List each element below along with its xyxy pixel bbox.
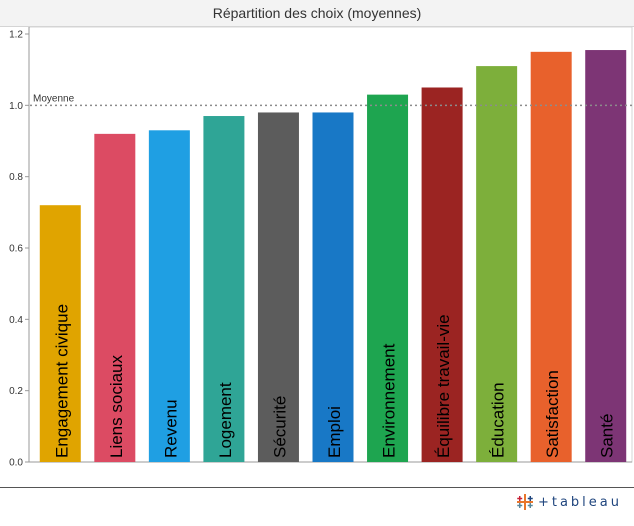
bars [39, 50, 627, 463]
bar-label: Liens sociaux [107, 354, 126, 458]
bar[interactable] [203, 116, 245, 463]
bar-label: Santé [598, 414, 617, 458]
footer-divider [0, 487, 634, 488]
y-tick-label: 0.8 [9, 172, 23, 183]
y-tick-label: 0.0 [9, 458, 23, 469]
bar[interactable] [421, 87, 463, 463]
tableau-logo-text: +tableau [537, 494, 622, 510]
y-tick-label: 0.4 [9, 315, 23, 326]
bar-label: Équilibre travail-vie [434, 314, 453, 458]
bar-label: Sécurité [270, 396, 289, 458]
bar-label: Satisfaction [543, 370, 562, 458]
tableau-logo[interactable]: +tableau [516, 491, 622, 513]
bar[interactable] [476, 66, 518, 462]
y-tick-label: 1.0 [9, 101, 23, 112]
bar[interactable] [257, 112, 299, 462]
y-tick-label: 0.6 [9, 243, 23, 254]
bar[interactable] [94, 133, 136, 463]
bar-chart: 0.0 0.2 0.4 0.6 0.8 1.0 1.2 Engagement civique… [9, 26, 633, 469]
bar-label: Engagement civique [52, 304, 71, 458]
bar[interactable] [312, 112, 354, 462]
bar-label: Environnement [380, 343, 399, 458]
bar[interactable] [367, 94, 409, 463]
bar-label: Logement [216, 382, 235, 458]
y-tick-label: 1.2 [9, 29, 23, 40]
bar-label: Éducation [489, 382, 508, 458]
bar-label: Emploi [325, 406, 344, 458]
average-reference-label: Moyenne [33, 93, 75, 104]
bar[interactable] [585, 50, 627, 463]
y-tick-label: 0.2 [9, 386, 23, 397]
bar-labels: Engagement civique Liens sociaux Revenu Log… [52, 304, 616, 458]
bar-label: Revenu [161, 399, 180, 458]
y-axis-ticks: 0.0 0.2 0.4 0.6 0.8 1.0 1.2 [9, 29, 29, 469]
bar[interactable] [39, 205, 81, 462]
bar[interactable] [148, 130, 190, 462]
tableau-cross-icon [516, 494, 533, 510]
bar[interactable] [530, 51, 572, 462]
